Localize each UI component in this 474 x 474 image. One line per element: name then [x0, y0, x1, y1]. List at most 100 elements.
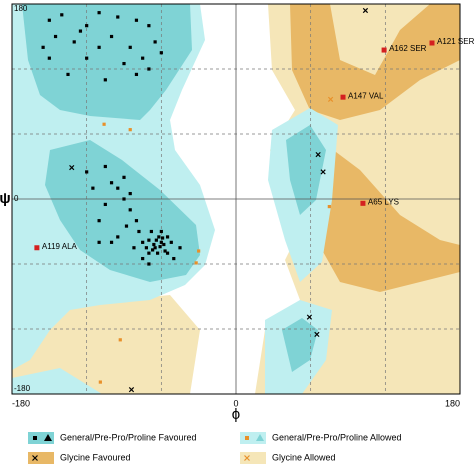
point [147, 262, 151, 266]
point [162, 242, 166, 247]
legend-swatch [240, 452, 266, 464]
legend-triangle [256, 434, 264, 441]
point [172, 256, 176, 261]
point [128, 128, 132, 132]
point [147, 24, 151, 28]
point [103, 202, 107, 207]
point [116, 235, 120, 239]
point [320, 169, 326, 175]
point [85, 56, 89, 60]
point [306, 314, 313, 320]
point [165, 235, 170, 239]
point [134, 18, 139, 22]
point [122, 175, 126, 179]
point [152, 242, 156, 247]
point [245, 436, 249, 440]
point [159, 229, 163, 234]
legend-swatch [28, 452, 54, 464]
point [32, 455, 38, 461]
point [158, 245, 162, 249]
point [197, 249, 201, 253]
point [134, 219, 139, 223]
point [122, 197, 126, 201]
legend-label: General/Pre-Pro/Proline Allowed [272, 432, 402, 442]
point [85, 24, 89, 28]
point [163, 249, 167, 253]
y-tick-label: 180 [14, 4, 28, 13]
point [154, 238, 158, 242]
legend-triangle [44, 434, 52, 441]
point [128, 191, 132, 196]
point [103, 164, 107, 169]
point [178, 246, 182, 250]
point [194, 261, 198, 265]
outlier-label: A147 VAL [348, 91, 384, 100]
point [118, 338, 122, 342]
point [97, 45, 101, 49]
point [116, 186, 120, 190]
point [109, 181, 114, 185]
legend-label: Glycine Favoured [60, 452, 131, 462]
point [362, 7, 369, 14]
point [66, 72, 70, 77]
point [109, 240, 114, 244]
point [315, 151, 321, 158]
legend-label: General/Pre-Pro/Proline Favoured [60, 432, 197, 442]
marks: A121 SER A162 SER A147 VAL A65 LYS A119 ALA [34, 7, 474, 393]
point [151, 248, 155, 252]
point [128, 208, 132, 212]
y-tick-label: -180 [14, 384, 31, 393]
point [103, 78, 107, 82]
point [147, 67, 151, 71]
point [41, 45, 45, 49]
general-favoured-region [282, 318, 318, 372]
point [60, 13, 64, 17]
point [147, 238, 151, 242]
point [132, 246, 136, 250]
point [47, 18, 51, 22]
point [165, 251, 170, 255]
point [327, 96, 334, 102]
point [147, 251, 151, 255]
point [109, 34, 114, 39]
general-allowed-region [12, 368, 102, 394]
point [157, 235, 161, 239]
plot-frame [11, 3, 461, 395]
point [314, 331, 320, 338]
x-tick-label: 180 [445, 398, 460, 408]
x-axis-label: ϕ [232, 406, 240, 423]
glycine-favoured-region [290, 4, 460, 120]
point [78, 29, 83, 33]
point [122, 61, 126, 66]
x-tick-label: -180 [12, 398, 30, 408]
point [141, 56, 145, 60]
point [33, 436, 37, 440]
point [128, 45, 132, 49]
point [53, 34, 58, 39]
point [102, 122, 106, 126]
point [97, 240, 101, 244]
point [327, 204, 331, 209]
glycine-favoured-region [312, 140, 460, 292]
point [141, 256, 145, 261]
y-tick-label: 0 [14, 194, 19, 203]
outlier-point [340, 94, 346, 100]
outlier-label: A65 LYS [368, 197, 399, 206]
point [91, 186, 95, 190]
legend: General/Pre-Pro/Proline Favoured General/… [28, 432, 402, 464]
outlier-point [360, 200, 366, 206]
outlier-point [429, 40, 435, 46]
point [149, 229, 153, 234]
point [156, 251, 160, 255]
general-favoured-region [286, 125, 326, 215]
outlier-label: A162 SER [389, 44, 427, 53]
y-axis-label: ψ [0, 190, 11, 207]
point [153, 40, 157, 44]
point [159, 240, 163, 244]
point [128, 387, 135, 393]
point [116, 15, 120, 19]
point [134, 72, 139, 77]
point [141, 240, 145, 244]
outlier-label: A119 ALA [42, 242, 78, 251]
